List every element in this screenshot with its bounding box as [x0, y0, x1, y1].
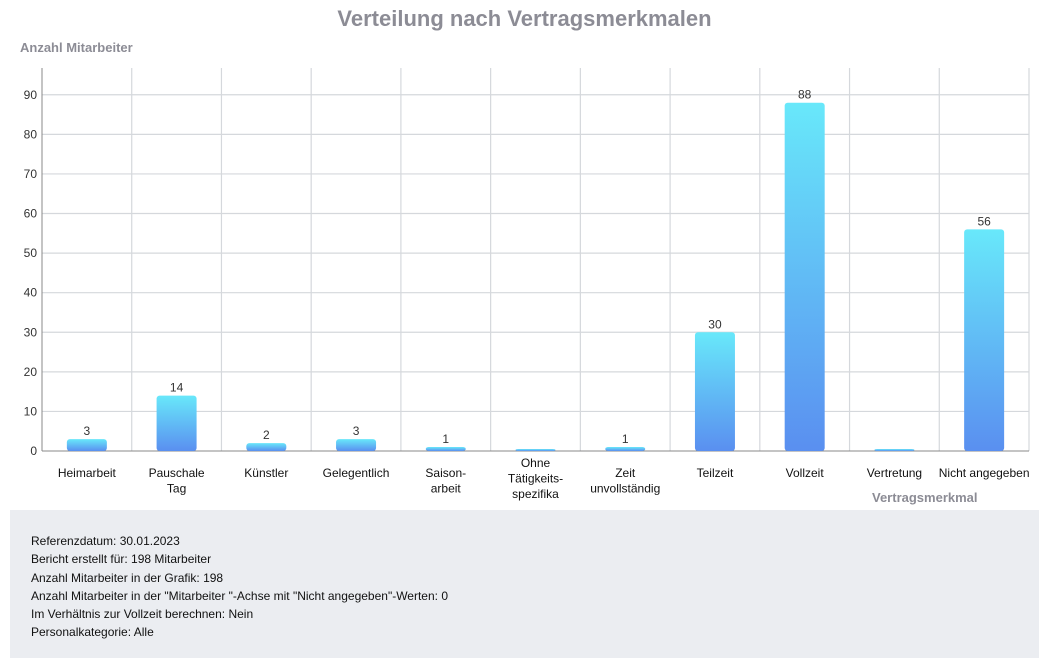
data-label: 1: [622, 432, 629, 446]
info-line: Anzahl Mitarbeiter in der Grafik: 198: [31, 570, 224, 585]
x-tick-label: Nicht angegeben: [939, 466, 1030, 480]
data-label: 3: [353, 424, 360, 438]
bar-chart: 0 10 20 30 40 50 60 70 80 90 3 Heimarbeit 14 Pauschal…: [24, 68, 1030, 501]
y-tick-label: 80: [24, 127, 38, 141]
y-tick-label: 10: [24, 404, 38, 418]
bars: [66, 102, 1005, 452]
x-tick-label: Vollzeit: [786, 466, 825, 480]
bar[interactable]: [156, 395, 197, 451]
bar[interactable]: [784, 102, 825, 452]
bar[interactable]: [874, 449, 915, 451]
data-label: 88: [798, 88, 812, 102]
y-tick-label: 90: [24, 88, 38, 102]
y-tick-label: 60: [24, 207, 38, 221]
info-line: Referenzdatum: 30.01.2023: [31, 534, 180, 548]
data-label: 14: [170, 381, 184, 395]
info-line: Bericht erstellt für: 198 Mitarbeiter: [31, 552, 212, 567]
x-tick-label: Heimarbeit: [58, 466, 117, 480]
chart-title: Verteilung nach Vertragsmerkmalen: [337, 6, 712, 31]
x-tick-label: Saison-arbeit: [425, 466, 466, 496]
y-tick-label: 40: [24, 286, 38, 300]
info-line: Im Verhältnis zur Vollzeit berechnen: Ne…: [31, 607, 254, 622]
bar[interactable]: [66, 439, 107, 451]
y-tick-label: 50: [24, 246, 38, 260]
bar[interactable]: [515, 449, 556, 451]
bar[interactable]: [964, 229, 1005, 451]
data-label: 56: [977, 214, 991, 228]
labels: 0 10 20 30 40 50 60 70 80 90 3 Heimarbeit 14 Pauschal…: [24, 88, 1030, 501]
y-tick-label: 20: [24, 365, 38, 379]
x-axis-title: Vertragsmerkmal: [872, 490, 978, 505]
y-tick-label: 0: [30, 444, 37, 458]
bar[interactable]: [246, 443, 287, 451]
info-line: Anzahl Mitarbeiter in der "Mitarbeiter "…: [31, 588, 448, 603]
report-info-panel: Referenzdatum: 30.01.2023 Bericht erstell…: [10, 510, 1039, 658]
grid: [41, 68, 1030, 452]
x-tick-label: Zeit unvollständig: [590, 466, 660, 496]
y-tick-label: 30: [24, 325, 38, 339]
x-tick-label: Vertretung: [867, 466, 922, 480]
x-tick-label: Künstler: [244, 466, 288, 480]
data-label: 1: [442, 432, 449, 446]
x-tick-label: Ohne Tätigkeits-spezifika: [508, 456, 563, 501]
y-axis-title: Anzahl Mitarbeiter: [20, 40, 133, 55]
bar[interactable]: [694, 332, 735, 451]
bar[interactable]: [336, 439, 377, 451]
info-line: Personalkategorie: Alle: [31, 625, 154, 640]
x-tick-label: Teilzeit: [697, 466, 734, 480]
x-tick-label: Pauschale Tag: [149, 466, 205, 496]
data-label: 30: [708, 317, 722, 331]
bar[interactable]: [425, 447, 466, 451]
y-tick-label: 70: [24, 167, 38, 181]
data-label: 3: [84, 424, 91, 438]
data-label: 2: [263, 428, 270, 442]
bar[interactable]: [605, 447, 646, 451]
x-tick-label: Gelegentlich: [323, 466, 390, 480]
